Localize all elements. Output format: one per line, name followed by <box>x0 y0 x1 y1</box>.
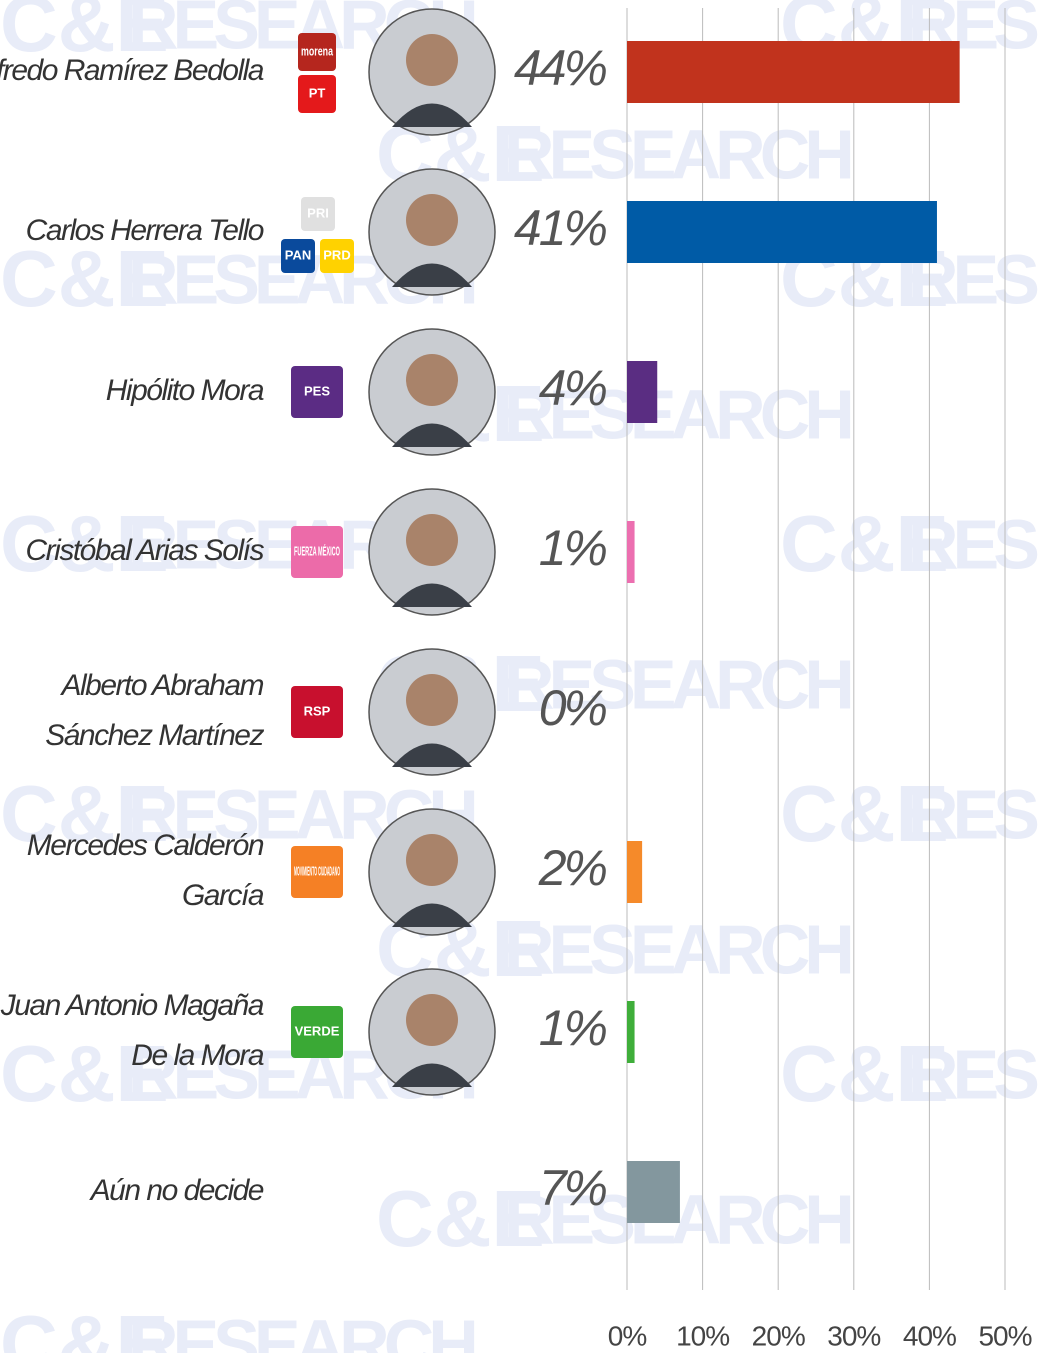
party-logo-text: morena <box>301 43 334 58</box>
photo-head <box>406 994 458 1046</box>
value-label: 41% <box>514 200 607 256</box>
bar <box>627 41 960 103</box>
party-logo-text: PES <box>304 383 330 398</box>
value-label: 0% <box>539 680 607 736</box>
bar <box>627 1161 680 1223</box>
bar <box>627 201 937 263</box>
candidate-name: García <box>182 879 264 912</box>
x-tick-label: 30% <box>827 1320 880 1351</box>
bar <box>627 841 642 903</box>
bar <box>627 1001 635 1063</box>
candidate-name: Alfredo Ramírez Bedolla <box>0 54 264 87</box>
bar <box>627 521 635 583</box>
party-logo-text: MOVIMIENTO CIUDADANO <box>294 863 340 878</box>
x-tick-label: 10% <box>676 1320 729 1351</box>
party-logo-text: FUERZA MÉXICO <box>294 543 340 558</box>
chart: C&ERESEARCHC&ERESEARCHC&ERESEARCHC&ERESE… <box>0 0 1038 1353</box>
watermark-word: RESEARCH <box>504 910 850 988</box>
candidate-name: Aún no decide <box>89 1174 264 1207</box>
watermark-word: RESEARCH <box>504 115 850 193</box>
party-logo-text: PT <box>309 85 326 100</box>
value-label: 1% <box>539 1000 607 1056</box>
watermark-word: RESEARCH <box>908 505 1038 583</box>
x-tick-label: 40% <box>903 1320 956 1351</box>
party-logo-text: PAN <box>285 247 311 262</box>
watermark-word: RESEARCH <box>128 1305 474 1353</box>
party-logo-text: VERDE <box>295 1023 340 1038</box>
party-logo-text: RSP <box>304 703 331 718</box>
candidate-name: De la Mora <box>131 1039 264 1072</box>
party-logo-text: PRI <box>307 205 329 220</box>
photo-head <box>406 194 458 246</box>
watermark-word: RESEARCH <box>908 1035 1038 1113</box>
bar <box>627 361 657 423</box>
photo-head <box>406 674 458 726</box>
value-label: 44% <box>514 40 607 96</box>
photo-head <box>406 34 458 86</box>
x-tick-label: 0% <box>608 1320 647 1351</box>
watermark-word: RESEARCH <box>908 775 1038 853</box>
photo-head <box>406 514 458 566</box>
value-label: 7% <box>539 1160 607 1216</box>
candidate-name: Hipólito Mora <box>106 374 264 407</box>
x-tick-label: 50% <box>978 1320 1031 1351</box>
candidate-name: Sánchez Martínez <box>45 719 264 752</box>
x-tick-label: 20% <box>752 1320 805 1351</box>
value-label: 1% <box>539 520 607 576</box>
party-logo-text: PRD <box>323 247 350 262</box>
value-label: 4% <box>539 360 607 416</box>
candidate-name: Juan Antonio Magaña <box>0 989 264 1022</box>
candidate-name: Carlos Herrera Tello <box>26 214 264 247</box>
candidate-name: Cristóbal Arias Solís <box>26 534 265 567</box>
candidate-name: Mercedes Calderón <box>27 829 264 862</box>
value-label: 2% <box>538 840 607 896</box>
photo-head <box>406 354 458 406</box>
photo-head <box>406 834 458 886</box>
candidate-name: Alberto Abraham <box>59 669 263 702</box>
